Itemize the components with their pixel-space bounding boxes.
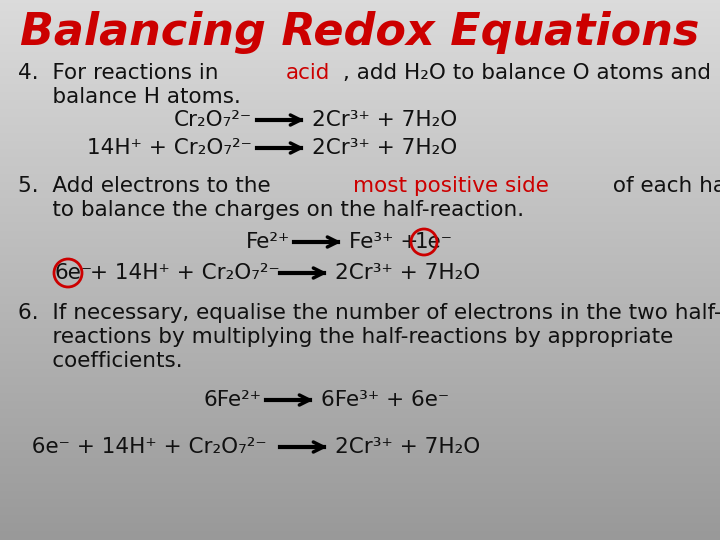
Text: 6.  If necessary, equalise the number of electrons in the two half-: 6. If necessary, equalise the number of …	[18, 303, 720, 323]
Text: of each half-reaction: of each half-reaction	[606, 176, 720, 196]
Text: 2Cr³⁺ + 7H₂O: 2Cr³⁺ + 7H₂O	[335, 437, 480, 457]
Text: to balance the charges on the half-reaction.: to balance the charges on the half-react…	[18, 200, 524, 220]
Text: 6e⁻ + 14H⁺ + Cr₂O₇²⁻: 6e⁻ + 14H⁺ + Cr₂O₇²⁻	[18, 437, 266, 457]
Text: reactions by multiplying the half-reactions by appropriate: reactions by multiplying the half-reacti…	[18, 327, 673, 347]
Text: + 14H⁺ + Cr₂O₇²⁻: + 14H⁺ + Cr₂O₇²⁻	[90, 263, 280, 283]
Text: 2Cr³⁺ + 7H₂O: 2Cr³⁺ + 7H₂O	[335, 263, 480, 283]
Text: 2Cr³⁺ + 7H₂O: 2Cr³⁺ + 7H₂O	[312, 110, 457, 130]
Text: 6e⁻: 6e⁻	[55, 263, 94, 283]
Text: 1e⁻: 1e⁻	[415, 232, 453, 252]
Text: Balancing Redox Equations: Balancing Redox Equations	[20, 10, 700, 53]
Text: Cr₂O₇²⁻: Cr₂O₇²⁻	[174, 110, 252, 130]
Text: acid: acid	[286, 63, 330, 83]
Text: 2Cr³⁺ + 7H₂O: 2Cr³⁺ + 7H₂O	[312, 138, 457, 158]
Text: , add H₂O to balance O atoms and H⁺ to: , add H₂O to balance O atoms and H⁺ to	[343, 63, 720, 83]
Text: 5.  Add electrons to the: 5. Add electrons to the	[18, 176, 277, 196]
Text: 14H⁺ + Cr₂O₇²⁻: 14H⁺ + Cr₂O₇²⁻	[87, 138, 252, 158]
Text: coefficients.: coefficients.	[18, 351, 183, 371]
Text: 6Fe²⁺: 6Fe²⁺	[204, 390, 262, 410]
Text: 6Fe³⁺ + 6e⁻: 6Fe³⁺ + 6e⁻	[321, 390, 449, 410]
Text: Fe³⁺ +: Fe³⁺ +	[349, 232, 426, 252]
Text: 4.  For reactions in: 4. For reactions in	[18, 63, 225, 83]
Text: Fe²⁺: Fe²⁺	[246, 232, 290, 252]
Text: most positive side: most positive side	[353, 176, 549, 196]
Text: balance H atoms.: balance H atoms.	[18, 87, 241, 107]
